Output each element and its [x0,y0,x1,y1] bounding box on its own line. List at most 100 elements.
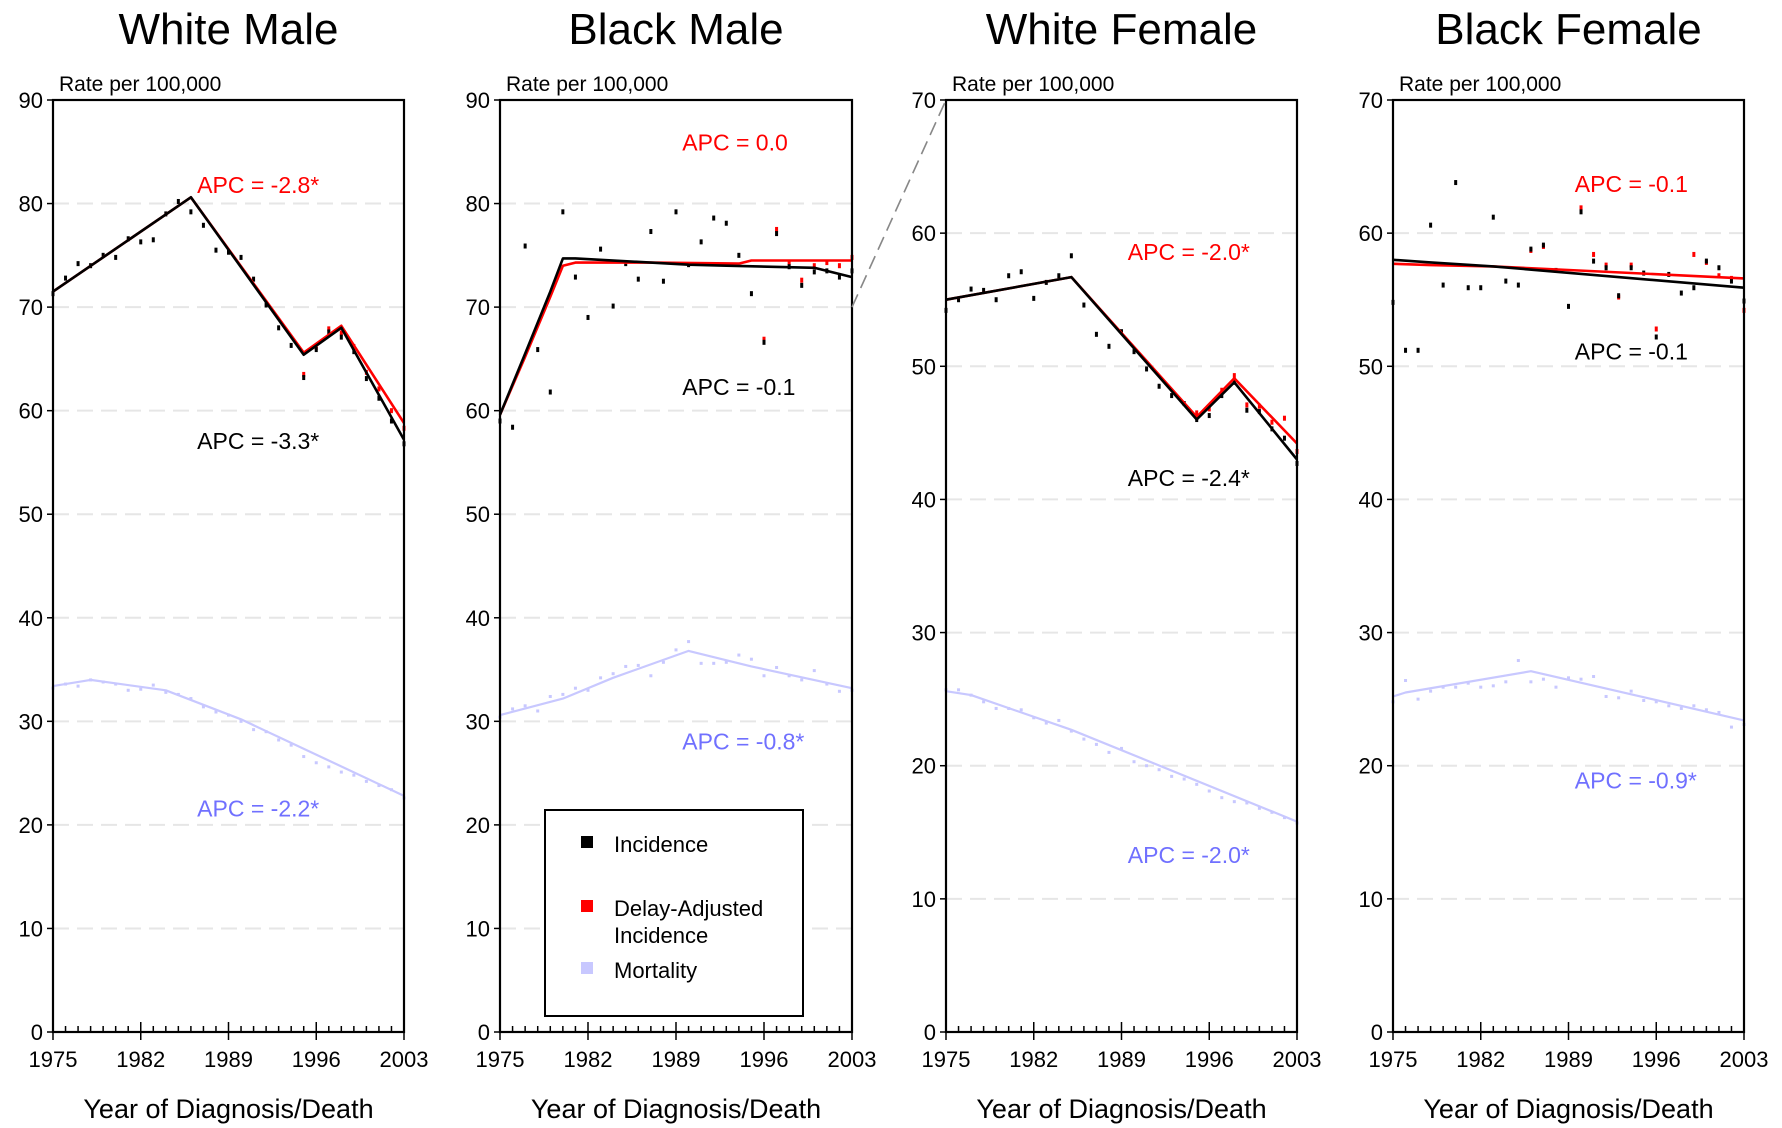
data-point-incidence [151,237,155,243]
data-point-mortality [699,661,703,665]
data-point-mortality [1416,697,1420,701]
data-point-delay-adjusted-incidence [1604,262,1608,268]
data-point-mortality [314,761,318,765]
data-point-incidence [1617,293,1621,299]
trend-line-mortality [52,678,405,797]
data-point-incidence [1679,290,1683,296]
x-tick-label: 2003 [380,1047,429,1072]
data-point-incidence [101,252,105,258]
data-point-mortality [1617,696,1621,700]
data-point-incidence [1579,209,1583,215]
data-point-mortality [687,640,691,644]
data-point-mortality [737,653,741,657]
data-point-mortality [1120,746,1123,750]
y-tick-label: 10 [466,916,490,941]
panel-white-male: White Male 0 10 20 30 40 50 60 70 80 90 1975 1982 198… [19,5,429,1124]
data-point-incidence [1082,302,1086,308]
legend-label-mortality: Mortality [614,958,697,983]
y-tick-label: 30 [912,621,936,646]
legend-swatch-incidence [581,836,593,848]
data-point-mortality [548,694,552,698]
data-point-mortality [302,755,306,759]
x-tick-label: 2003 [1273,1047,1322,1072]
data-point-incidence [1170,393,1174,399]
data-point-mortality [611,672,615,676]
data-point-incidence [737,252,741,258]
x-tick-label: 1989 [204,1047,253,1072]
data-point-mortality [1044,721,1048,725]
data-point-incidence [599,246,603,252]
data-point-mortality [636,663,640,667]
data-point-incidence [1704,258,1708,264]
data-point-mortality [1479,685,1483,689]
data-point-mortality [837,689,841,693]
panel-title: White Female [986,5,1257,54]
data-point-incidence [1032,295,1036,301]
data-point-mortality [377,784,381,788]
data-point-incidence [339,334,343,340]
data-point-incidence [277,325,281,331]
apc-annotation: APC = -0.1 [682,374,795,400]
x-tick-label: 1989 [1097,1047,1146,1072]
apc-annotation: APC = -0.8* [682,728,804,754]
y-tick-label: 90 [19,88,43,113]
data-point-incidence [176,198,180,204]
data-point-mortality [1207,789,1211,793]
legend-swatch-delay-adjusted-incidence [581,900,593,912]
y-tick-label: 50 [19,502,43,527]
data-point-incidence [1504,278,1508,284]
y-axis-label: Rate per 100,000 [1399,73,1561,96]
data-point-incidence [1692,285,1696,291]
data-point-incidence [1069,253,1073,259]
data-point-mortality [1454,685,1458,689]
x-axis-label: Year of Diagnosis/Death [976,1094,1266,1124]
data-point-incidence [1094,331,1098,337]
data-point-incidence [724,220,728,226]
plot-frame [51,98,406,1034]
data-point-incidence [1207,413,1211,419]
data-point-incidence [775,231,779,237]
x-tick-label: 1975 [922,1047,971,1072]
data-point-incidence [1541,242,1545,248]
data-point-mortality [957,688,961,692]
y-tick-label: 80 [466,192,490,217]
data-point-mortality [1232,800,1236,804]
trend-line-mortality [1392,670,1745,722]
data-point-mortality [1717,710,1721,714]
y-tick-label: 80 [19,192,43,217]
panel-title: Black Female [1435,5,1702,54]
data-point-mortality [1429,689,1433,693]
data-point-mortality [1069,729,1073,733]
data-point-mortality [1629,689,1633,693]
y-axis-label: Rate per 100,000 [59,73,221,96]
data-point-mortality [1094,742,1098,746]
data-point-incidence [1429,222,1433,228]
data-point-incidence [749,291,753,297]
data-point-delay-adjusted-incidence [1195,410,1199,416]
data-point-mortality [1157,768,1161,772]
x-tick-label: 1996 [292,1047,341,1072]
trend-line-delay-adjusted-incidence [498,259,852,416]
data-point-incidence [64,275,68,281]
data-point-mortality [339,770,343,774]
data-point-incidence [1604,265,1608,271]
data-point-mortality [536,709,540,713]
data-point-mortality [1504,680,1508,684]
data-point-incidence [969,286,973,292]
data-point-incidence [1479,285,1483,291]
data-point-mortality [1554,685,1558,689]
data-point-mortality [800,678,804,682]
y-tick-label: 50 [1359,354,1383,379]
data-point-mortality [599,676,603,680]
data-point-mortality [76,684,80,688]
data-point-incidence [302,375,306,381]
data-point-mortality [661,660,665,664]
x-tick-label: 1982 [1009,1047,1058,1072]
data-point-incidence [252,276,256,282]
data-point-mortality [775,665,779,669]
data-point-incidence [189,209,193,215]
data-point-incidence [1157,383,1161,389]
trend-line-incidence [945,275,1299,461]
